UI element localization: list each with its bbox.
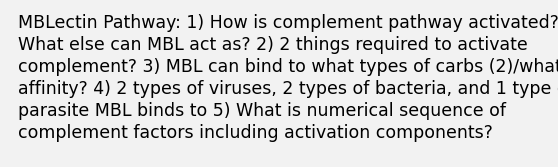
Text: affinity? 4) 2 types of viruses, 2 types of bacteria, and 1 type of: affinity? 4) 2 types of viruses, 2 types… — [18, 80, 558, 98]
Text: What else can MBL act as? 2) 2 things required to activate: What else can MBL act as? 2) 2 things re… — [18, 36, 528, 54]
Text: complement factors including activation components?: complement factors including activation … — [18, 124, 493, 142]
Text: parasite MBL binds to 5) What is numerical sequence of: parasite MBL binds to 5) What is numeric… — [18, 102, 506, 120]
Text: complement? 3) MBL can bind to what types of carbs (2)/what: complement? 3) MBL can bind to what type… — [18, 58, 558, 76]
Text: MBLectin Pathway: 1) How is complement pathway activated?: MBLectin Pathway: 1) How is complement p… — [18, 14, 558, 32]
